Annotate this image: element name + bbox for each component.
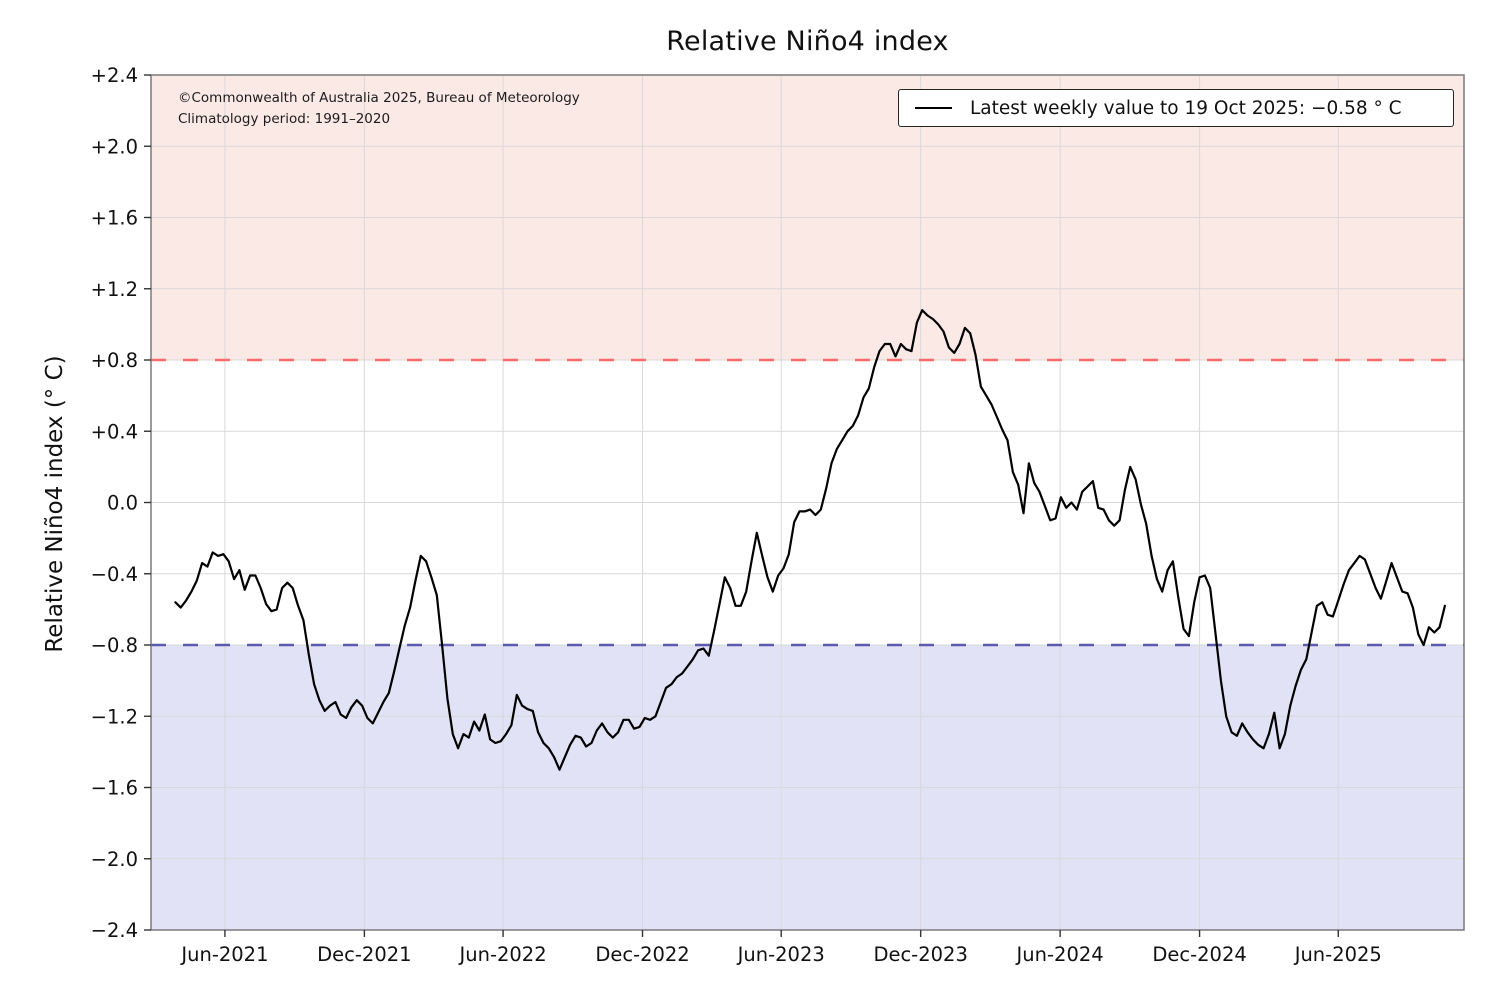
y-tick-label: −2.0 (91, 848, 138, 871)
legend-line-sample (915, 107, 952, 109)
y-tick-label: +1.2 (91, 278, 138, 301)
x-tick-label: Dec-2024 (1152, 943, 1246, 966)
x-tick-label: Dec-2022 (595, 943, 689, 966)
legend-label: Latest weekly value to 19 Oct 2025: −0.5… (970, 97, 1402, 119)
climatology-line: Climatology period: 1991–2020 (178, 111, 391, 127)
y-tick-label: +0.8 (91, 349, 138, 372)
y-tick-label: +0.4 (91, 420, 138, 443)
y-tick-label: −0.8 (91, 634, 138, 657)
y-axis-title: Relative Niño4 index (° C) (42, 355, 68, 653)
x-tick-label: Jun-2023 (736, 943, 825, 966)
y-tick-label: −1.2 (91, 705, 138, 728)
x-tick-label: Jun-2025 (1293, 943, 1382, 966)
nino4-weekly-series-line (174, 309, 1447, 771)
y-tick-label: −1.6 (91, 777, 138, 800)
x-tick-label: Dec-2023 (873, 943, 967, 966)
y-tick-label: 0.0 (107, 492, 138, 515)
y-tick-label: +1.6 (91, 207, 138, 230)
y-tick-label: −2.4 (91, 919, 138, 942)
y-tick-label: +2.4 (91, 64, 138, 87)
copyright-line: ©Commonwealth of Australia 2025, Bureau … (178, 90, 580, 106)
x-tick-label: Jun-2024 (1015, 943, 1104, 966)
x-tick-label: Dec-2021 (317, 943, 411, 966)
x-tick-label: Jun-2022 (457, 943, 546, 966)
chart-title: Relative Niño4 index (666, 26, 949, 57)
x-tick-label: Jun-2021 (179, 943, 268, 966)
y-tick-label: +2.0 (91, 135, 138, 158)
legend: Latest weekly value to 19 Oct 2025: −0.5… (898, 89, 1454, 127)
y-tick-label: −0.4 (91, 563, 138, 586)
copyright-annotation: ©Commonwealth of Australia 2025, Bureau … (178, 88, 580, 130)
